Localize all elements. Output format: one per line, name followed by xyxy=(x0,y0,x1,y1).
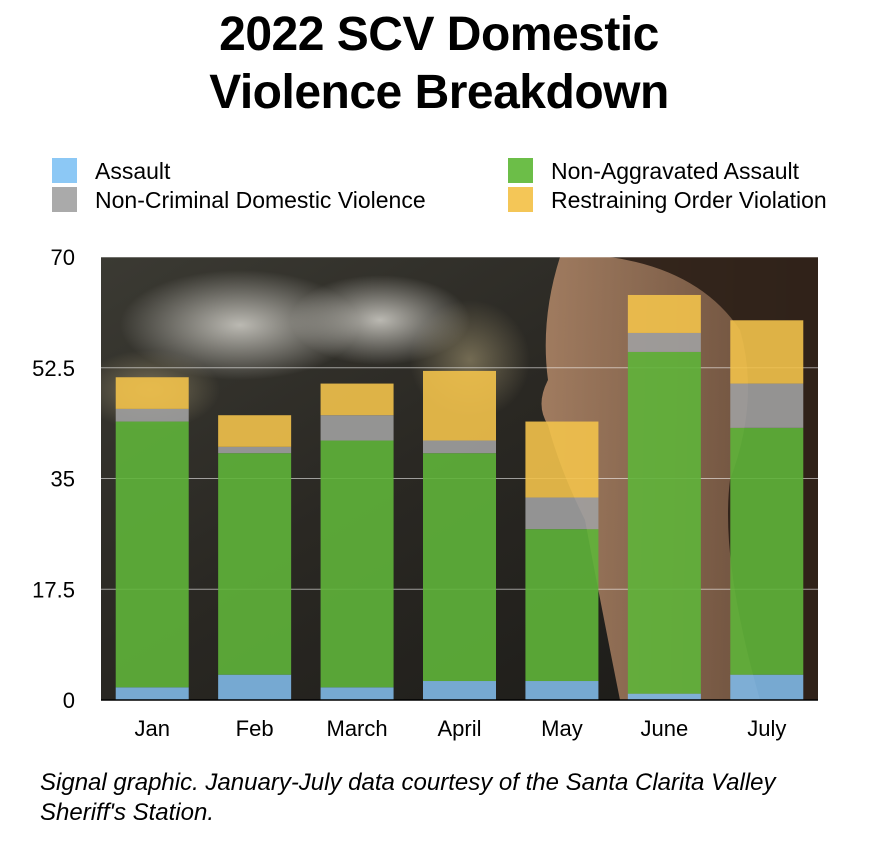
y-tick-label: 17.5 xyxy=(32,577,75,602)
y-axis-ticks: 0 17.5 35 52.5 70 xyxy=(32,245,75,713)
y-tick-label: 52.5 xyxy=(32,356,75,381)
bar-march-restraining-order-violation xyxy=(320,383,394,416)
y-tick-label: 0 xyxy=(63,688,75,713)
bars xyxy=(115,294,804,700)
chart-caption: Signal graphic. January-July data courte… xyxy=(40,769,776,826)
bar-july-non-criminal-domestic-violence xyxy=(730,383,804,428)
bar-april-non-criminal-domestic-violence xyxy=(423,440,496,454)
bar-july-restraining-order-violation xyxy=(730,320,804,384)
chart-title-line-1: 2022 SCV Domestic xyxy=(219,8,659,61)
bar-april-assault xyxy=(423,681,496,700)
chart-title: 2022 SCV Domestic Violence Breakdown xyxy=(0,6,878,122)
legend-label-non-aggravated-assault: Non-Aggravated Assault xyxy=(551,158,800,184)
legend-label-restraining-order-violation: Restraining Order Violation xyxy=(551,187,827,213)
bar-april-non-aggravated-assault xyxy=(423,453,496,682)
bar-may-non-aggravated-assault xyxy=(525,529,599,682)
bar-may-non-criminal-domestic-violence xyxy=(525,497,599,530)
legend-label-non-criminal-domestic-violence: Non-Criminal Domestic Violence xyxy=(95,187,426,213)
bar-march-non-aggravated-assault xyxy=(320,440,394,688)
x-tick-label-march: March xyxy=(327,716,388,741)
x-tick-label-may: May xyxy=(541,716,583,741)
x-tick-label-jan: Jan xyxy=(134,716,169,741)
bar-june-non-aggravated-assault xyxy=(627,351,701,694)
bar-june-assault xyxy=(627,693,701,700)
bar-feb-restraining-order-violation xyxy=(218,415,292,447)
stacked-bar-chart: 0 17.5 35 52.5 70 Jan Feb March April May June Jul… xyxy=(32,245,818,741)
x-axis-ticks: Jan Feb March April May June July xyxy=(134,716,786,741)
bar-may-assault xyxy=(525,681,599,700)
x-tick-label-april: April xyxy=(437,716,481,741)
legend-swatch-assault xyxy=(52,158,77,183)
x-tick-label-july: July xyxy=(747,716,786,741)
legend-label-assault: Assault xyxy=(95,158,171,184)
bar-feb-non-aggravated-assault xyxy=(218,453,292,675)
bar-june-restraining-order-violation xyxy=(627,294,701,333)
chart-title-line-2: Violence Breakdown xyxy=(209,66,669,119)
bar-july-non-aggravated-assault xyxy=(730,427,804,675)
y-tick-label: 35 xyxy=(51,467,75,492)
bar-july-assault xyxy=(730,674,804,700)
y-tick-label: 70 xyxy=(51,245,75,270)
x-tick-label-june: June xyxy=(640,716,688,741)
bar-march-non-criminal-domestic-violence xyxy=(320,415,394,441)
legend-swatch-non-aggravated-assault xyxy=(508,158,533,183)
bar-jan-assault xyxy=(115,687,189,700)
bar-jan-restraining-order-violation xyxy=(115,377,189,409)
legend-swatch-non-criminal-domestic-violence xyxy=(52,187,77,212)
bar-june-non-criminal-domestic-violence xyxy=(627,332,701,352)
bar-march-assault xyxy=(320,687,394,700)
bar-feb-non-criminal-domestic-violence xyxy=(218,446,292,454)
bar-jan-non-aggravated-assault xyxy=(115,421,189,688)
bar-may-restraining-order-violation xyxy=(525,421,599,498)
bar-jan-non-criminal-domestic-violence xyxy=(115,408,189,422)
legend-swatch-restraining-order-violation xyxy=(508,187,533,212)
bar-april-restraining-order-violation xyxy=(423,370,496,441)
bar-feb-assault xyxy=(218,674,292,700)
x-tick-label-feb: Feb xyxy=(236,716,274,741)
